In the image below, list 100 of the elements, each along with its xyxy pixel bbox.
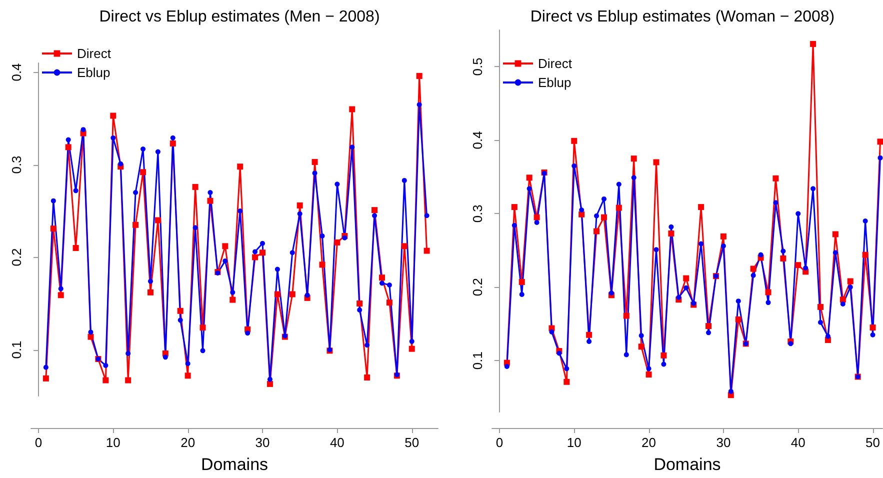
point [720,233,726,240]
point [832,250,838,256]
point [511,204,518,210]
point [43,364,48,370]
point [379,280,384,286]
point [631,175,636,180]
point [424,213,430,218]
point [594,213,600,218]
point [534,220,540,225]
y-tick-label: 0.1 [470,352,485,370]
point [110,135,116,140]
point [870,324,876,331]
x-tick-label: 30 [255,435,270,450]
point [601,196,606,202]
point [653,159,660,166]
point [103,362,108,368]
legend-label: Eblup [538,75,572,90]
point [364,374,370,380]
point [207,198,214,204]
point [788,341,794,346]
point [773,200,778,206]
y-tick-label: 0.2 [470,278,485,296]
point [616,182,622,187]
point [312,170,318,176]
point [73,188,78,194]
point [564,366,570,372]
point [88,330,94,335]
point [274,266,280,272]
point [177,308,184,314]
point [140,169,146,176]
point [735,316,742,322]
point [401,243,408,250]
point [342,235,348,240]
point [796,211,801,216]
point [238,208,243,214]
point [88,334,94,340]
point [840,302,846,307]
point [252,254,258,260]
point [334,239,340,246]
point [102,377,109,384]
point [260,250,266,256]
point [230,296,236,303]
point [638,333,644,338]
y-tick-label: 0.5 [470,58,485,76]
point [65,144,72,150]
point [386,282,392,288]
point [378,274,385,281]
point [155,149,160,154]
x-tick-label: 20 [642,435,656,450]
x-tick-label: 40 [330,435,344,450]
point [818,320,824,325]
point [408,346,415,352]
point [676,294,682,300]
point [274,291,280,298]
point [526,174,532,181]
point [349,106,356,112]
legend-label: Direct [538,56,572,71]
point [424,248,430,254]
point [170,135,176,140]
x-tick-label: 50 [404,435,420,450]
point [766,300,771,306]
point [579,207,584,212]
point [803,266,808,271]
legend-label: Direct [77,46,112,61]
point [586,338,592,344]
point [416,72,422,79]
point [334,182,340,187]
point [260,240,266,246]
point [66,137,71,142]
y-tick-label: 0.4 [470,131,485,150]
point [720,243,726,248]
point [630,156,637,162]
point [200,324,206,331]
point [750,272,756,278]
point [818,304,824,310]
point [140,146,146,152]
point [148,278,153,284]
point [646,366,652,372]
y-tick-label: 0.1 [9,340,24,359]
x-tick-label: 50 [866,435,880,450]
point [364,342,370,348]
point [252,249,258,254]
point [409,338,414,344]
point [810,40,816,47]
point [245,330,250,336]
point [296,202,303,208]
y-tick-label: 0.2 [9,248,24,266]
point [126,350,131,356]
point [698,241,704,246]
point [840,296,846,303]
point [758,252,764,258]
point [267,376,272,382]
point [661,362,666,367]
point [518,278,525,285]
x-tick-label: 20 [180,435,196,450]
point [132,222,139,228]
point [50,226,56,232]
point [178,318,183,323]
point [133,190,138,195]
x-tick-label: 0 [496,435,504,450]
